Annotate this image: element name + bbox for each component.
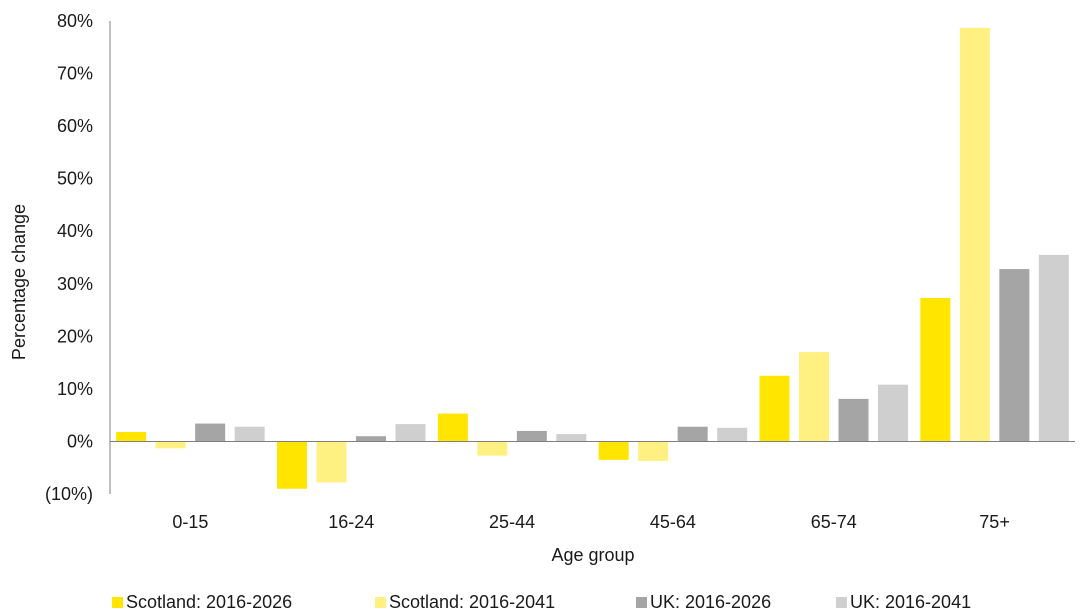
bar xyxy=(799,352,829,442)
bar xyxy=(598,441,629,460)
bar-chart: (10%) 0% 10% 20% 30% 40% 50% 60% 70% 80% 0-15 16-2… xyxy=(9,11,1075,565)
x-axis-title: Age group xyxy=(551,545,634,565)
legend-label: UK: 2016-2026 xyxy=(650,592,772,612)
bar xyxy=(277,441,307,489)
bar xyxy=(838,398,869,442)
bar xyxy=(316,441,347,483)
y-tick-label: 20% xyxy=(57,326,93,346)
x-tick-label: 0-15 xyxy=(172,512,208,532)
bar xyxy=(395,424,426,442)
legend-swatch xyxy=(112,597,123,608)
x-tick-label: 45-64 xyxy=(650,512,696,532)
bar xyxy=(477,441,508,456)
legend-item: UK: 2016-2041 xyxy=(836,592,971,613)
legend-item: UK: 2016-2026 xyxy=(636,592,771,613)
bar xyxy=(959,27,990,442)
legend: Scotland: 2016-2026 Scotland: 2016-2041 UK… xyxy=(0,590,1081,612)
y-tick-label: (10%) xyxy=(45,484,93,504)
y-tick-label: 40% xyxy=(57,221,93,241)
bar xyxy=(717,427,748,442)
bar xyxy=(759,375,790,442)
y-tick-label: 80% xyxy=(57,11,93,31)
y-tick-label: 60% xyxy=(57,116,93,136)
bar xyxy=(920,297,951,442)
x-tick-label: 75+ xyxy=(979,512,1010,532)
legend-label: UK: 2016-2041 xyxy=(850,592,972,612)
bar xyxy=(516,430,547,442)
bar xyxy=(638,441,669,461)
x-tick-label: 25-44 xyxy=(489,512,535,532)
bar xyxy=(878,384,908,442)
x-tick-label: 16-24 xyxy=(328,512,374,532)
bar xyxy=(234,426,265,442)
x-tick-label: 65-74 xyxy=(811,512,857,532)
bar xyxy=(195,423,226,442)
y-tick-label: 30% xyxy=(57,274,93,294)
y-tick-label: 0% xyxy=(67,431,93,451)
bar xyxy=(999,269,1030,442)
bar xyxy=(1038,254,1069,442)
bar xyxy=(556,434,587,442)
bar xyxy=(116,431,147,442)
y-axis-title: Percentage change xyxy=(9,204,29,360)
legend-item: Scotland: 2016-2041 xyxy=(375,592,555,613)
y-tick-label: 50% xyxy=(57,169,93,189)
legend-swatch xyxy=(836,597,847,608)
y-tick-label: 10% xyxy=(57,379,93,399)
legend-label: Scotland: 2016-2041 xyxy=(389,592,556,612)
legend-swatch xyxy=(375,597,386,608)
bar xyxy=(155,441,186,449)
legend-label: Scotland: 2016-2026 xyxy=(126,592,293,612)
legend-swatch xyxy=(636,597,647,608)
bar xyxy=(437,413,468,442)
bar xyxy=(356,436,386,442)
bar xyxy=(677,426,708,442)
legend-item: Scotland: 2016-2026 xyxy=(112,592,292,613)
y-tick-label: 70% xyxy=(57,64,93,84)
